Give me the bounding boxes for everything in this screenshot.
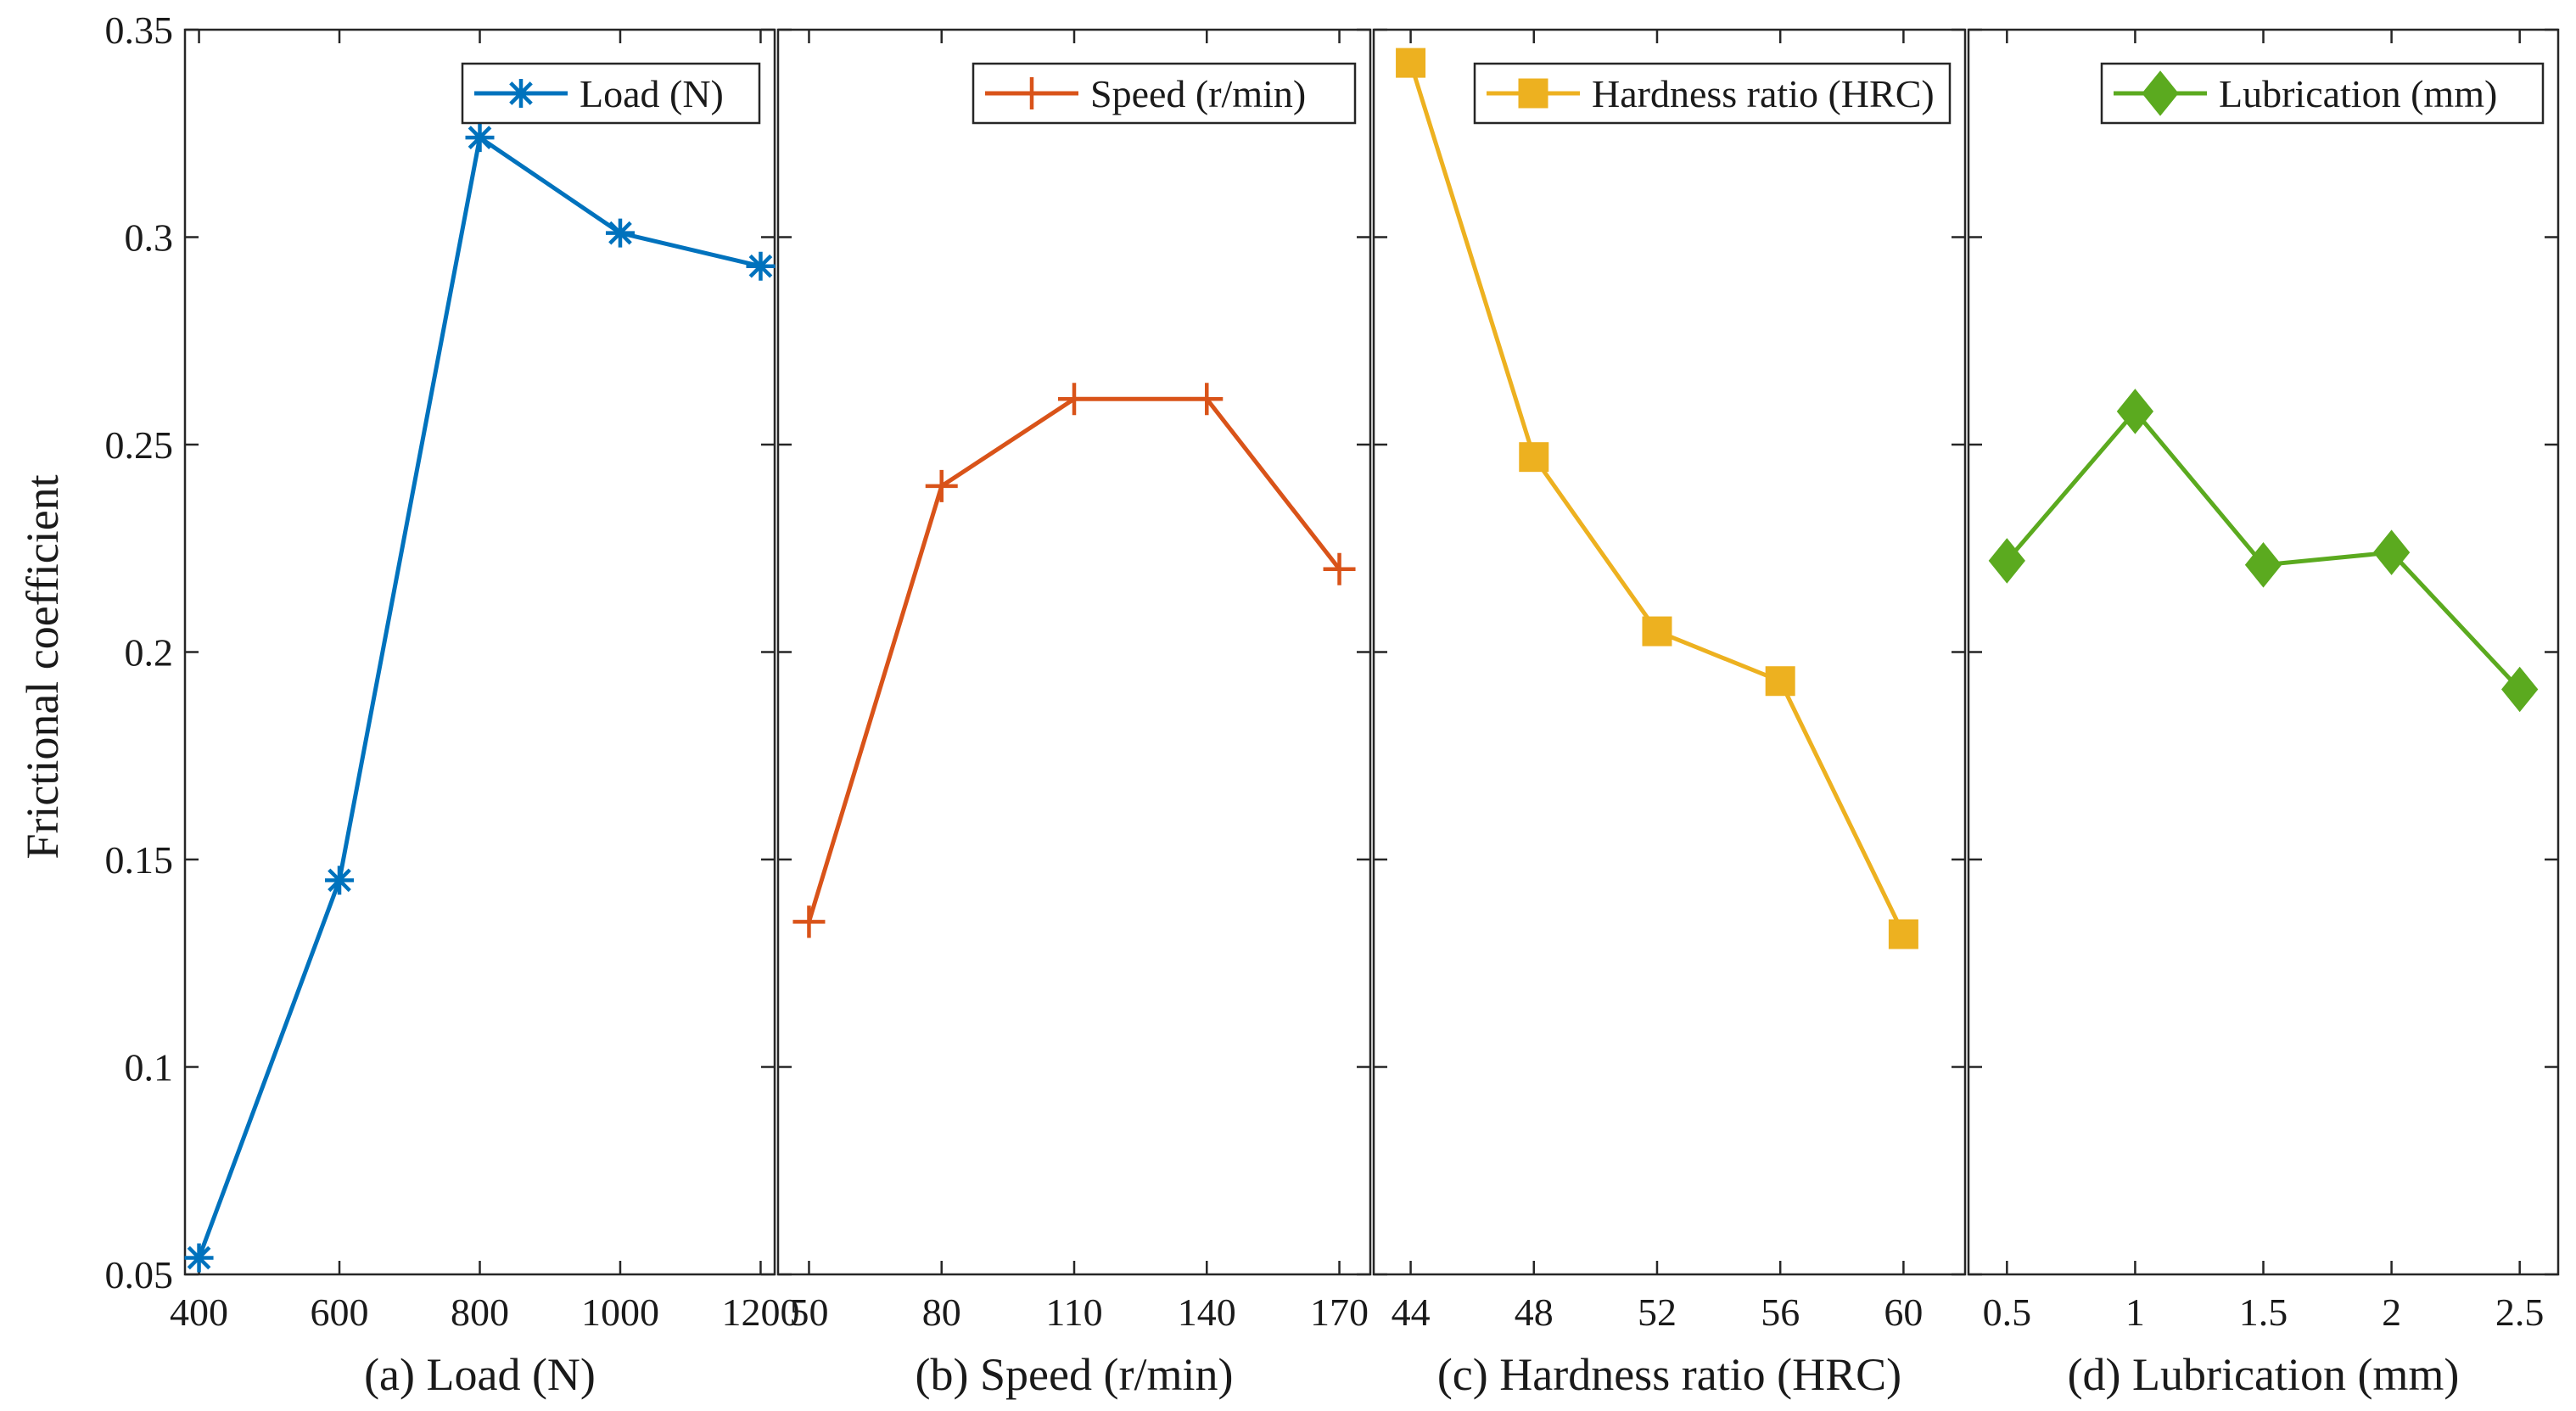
x-tick-label: 170	[1310, 1291, 1369, 1334]
x-tick-label: 1.5	[2239, 1291, 2288, 1334]
series-line	[807, 396, 1341, 923]
subplot-2: 50 80 110 140 170 (b) Speed (r/min) Speed (r/m…	[776, 28, 1372, 1400]
x-tick-label: 1000	[581, 1291, 659, 1334]
y-tick-label: 0.2	[125, 631, 174, 675]
x-tick-label: 2.5	[2495, 1291, 2545, 1334]
x-tick-label: 0.5	[1983, 1291, 2032, 1334]
y-tick-label: 0.15	[105, 838, 174, 882]
data-point	[605, 218, 635, 248]
y-axis-label: Frictional coefficient	[17, 474, 68, 859]
legend: Lubrication (mm)	[2100, 62, 2545, 125]
data-point	[1058, 383, 1090, 416]
data-point	[925, 469, 958, 502]
y-tick-label: 0.25	[105, 423, 174, 467]
data-point	[325, 865, 355, 895]
legend-marker	[1016, 77, 1048, 109]
legend-label: Hardness ratio (HRC)	[1592, 72, 1935, 115]
legend: Speed (r/min)	[972, 62, 1357, 125]
legend-marker	[2142, 70, 2179, 116]
data-point	[1519, 442, 1549, 473]
series-line	[197, 135, 762, 1259]
x-axis-label: (d) Lubrication (mm)	[2068, 1349, 2460, 1400]
x-tick-label: 2	[2382, 1291, 2401, 1334]
x-tick-label: 400	[170, 1291, 228, 1334]
x-tick-label: 44	[1392, 1291, 1431, 1334]
x-tick-label: 1200	[721, 1291, 799, 1334]
legend-marker	[507, 79, 535, 108]
x-tick-label: 110	[1045, 1291, 1102, 1334]
legend-label: Speed (r/min)	[1090, 72, 1306, 115]
x-tick-label: 600	[311, 1291, 369, 1334]
x-tick-label: 48	[1515, 1291, 1554, 1334]
data-point	[792, 905, 826, 938]
legend-label: Lubrication (mm)	[2219, 72, 2497, 115]
y-tick-label: 0.05	[105, 1253, 174, 1296]
x-tick-label: 56	[1761, 1291, 1800, 1334]
x-axis-label: (c) Hardness ratio (HRC)	[1437, 1349, 1901, 1400]
data-point	[746, 251, 776, 281]
axes-frame	[776, 28, 1372, 1276]
x-tick-label: 140	[1178, 1291, 1236, 1334]
axes-frame	[1967, 28, 2560, 1276]
y-tick-label: 0.35	[105, 8, 174, 52]
x-axis-label: (a) Load (N)	[364, 1349, 596, 1400]
data-point	[2116, 389, 2154, 434]
data-point	[2372, 529, 2411, 575]
axes-frame	[1372, 28, 1967, 1276]
data-point	[1642, 616, 1672, 647]
x-tick-label: 60	[1884, 1291, 1923, 1334]
data-point	[1988, 538, 2025, 584]
x-tick-label: 80	[922, 1291, 961, 1334]
x-tick-label: 800	[451, 1291, 509, 1334]
subplot-4: 0.5 1 1.5 2 2.5 (d) Lubrication (mm) Lubricati…	[1967, 28, 2560, 1400]
subplot-3: 44 48 52 56 60 (c) Hardness ratio (HRC) Hardne…	[1372, 28, 1967, 1400]
x-tick-label: 52	[1638, 1291, 1677, 1334]
series-line	[1408, 62, 1906, 936]
legend: Hardness ratio (HRC)	[1473, 62, 1952, 125]
data-point	[465, 123, 495, 153]
x-tick-label: 1	[2125, 1291, 2145, 1334]
data-point	[1323, 552, 1356, 585]
data-point	[2501, 666, 2539, 713]
axes-frame	[183, 28, 776, 1276]
legend-marker	[1518, 78, 1548, 109]
data-point	[1396, 48, 1426, 78]
x-axis-label: (b) Speed (r/min)	[916, 1349, 1234, 1400]
subplot-1: 0.05 0.1 0.15 0.2 0.25 0.3 0.35 400 600 800 1000 12…	[105, 8, 800, 1400]
data-point	[184, 1243, 214, 1273]
legend: Load (N)	[461, 62, 761, 125]
data-point	[2244, 542, 2282, 588]
legend-label: Load (N)	[580, 72, 724, 115]
data-point	[1765, 666, 1795, 697]
x-tick-label: 50	[789, 1291, 828, 1334]
y-tick-label: 0.3	[125, 216, 174, 260]
data-point	[1888, 919, 1918, 949]
data-point	[1190, 383, 1224, 416]
y-tick-label: 0.1	[125, 1046, 174, 1089]
